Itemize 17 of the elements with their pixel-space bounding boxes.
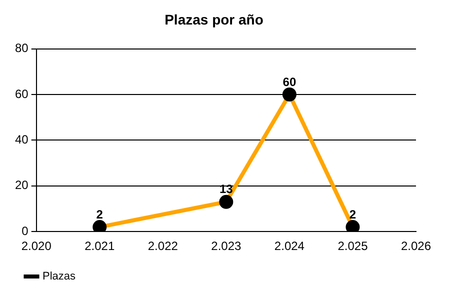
y-tick-label: 60 [14, 86, 29, 101]
y-tick-label: 20 [14, 178, 29, 192]
x-tick-label: 2.020 [21, 239, 52, 254]
x-tick-label: 2.021 [84, 239, 115, 254]
y-tick-label: 80 [14, 41, 29, 56]
y-tick-label: 40 [14, 132, 29, 147]
x-tick-label: 2.022 [148, 239, 178, 254]
x-tick-label: 2.024 [274, 239, 305, 254]
data-label: 60 [282, 74, 296, 89]
data-label: 2 [349, 207, 356, 222]
data-label: 2 [96, 207, 104, 222]
chart-title: Plazas por año [164, 11, 264, 28]
x-tick-label: 2.025 [338, 239, 368, 254]
legend-label: Plazas [42, 270, 76, 283]
x-tick-label: 2.023 [211, 239, 242, 254]
y-tick-label: 0 [22, 224, 29, 238]
x-tick-label: 2.026 [400, 239, 432, 254]
